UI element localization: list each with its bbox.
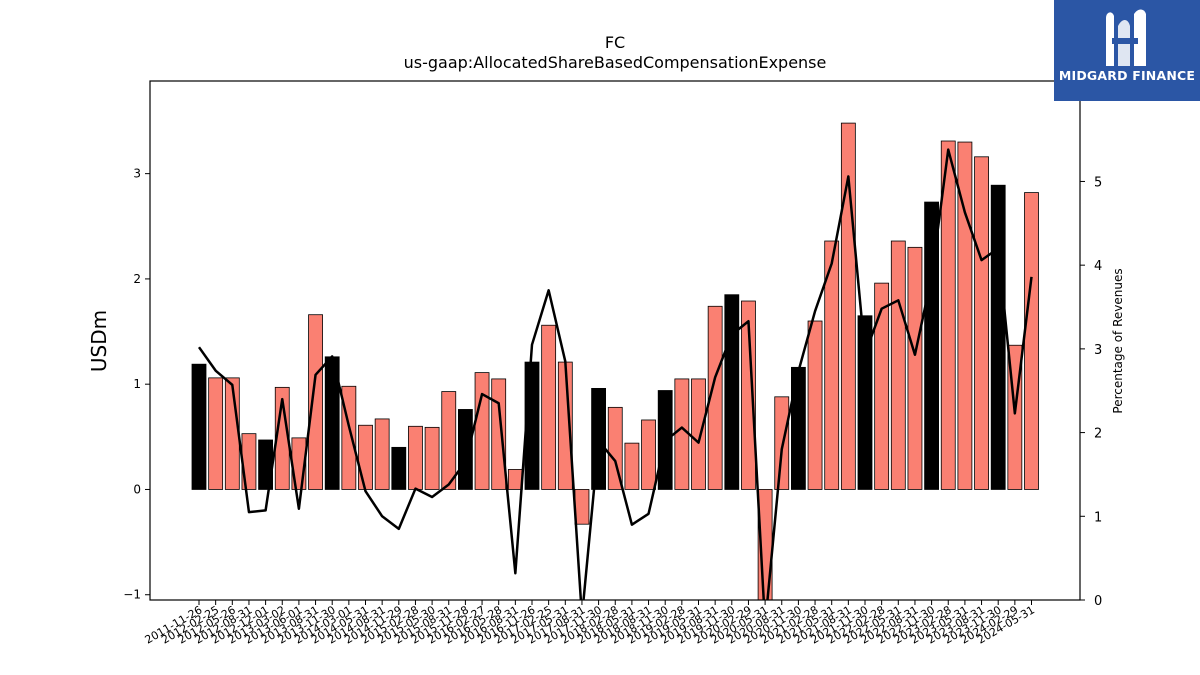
bar-2014-05-31 — [358, 424, 373, 490]
y-tick-label: 2 — [133, 272, 141, 286]
bar-2016-08-31 — [507, 469, 523, 490]
bar-2023-11-30 — [990, 184, 1006, 490]
bar-2022-05-31 — [890, 240, 906, 490]
chart-title: FC — [605, 33, 625, 52]
bar-2017-08-31 — [574, 489, 590, 525]
bar-2019-05-31 — [691, 378, 706, 490]
bar-2012-02-25 — [208, 377, 224, 490]
brand-name: MIDGARD FINANCE — [1058, 68, 1196, 83]
bar-2017-02-25 — [541, 324, 557, 490]
pct-of-revenue-line — [197, 148, 1033, 600]
y-tick-label: −1 — [123, 588, 141, 602]
bar-2021-02-28 — [807, 320, 823, 490]
brand-logo: MIDGARD FINANCE — [1054, 0, 1200, 101]
bar-2023-08-31 — [974, 156, 989, 490]
y2-axis-label: Percentage of Revenues — [1111, 268, 1125, 413]
y2-tick-label: 4 — [1094, 259, 1102, 274]
y-tick-label: 3 — [133, 167, 141, 181]
x-tick-layer: 2011-11-262012-02-252012-05-262012-08-31… — [143, 600, 1037, 647]
bar-2014-11-29 — [391, 446, 407, 490]
bar-2019-11-30 — [724, 294, 740, 490]
bar-2022-02-28 — [874, 282, 890, 490]
plot-frame — [149, 80, 1081, 601]
bar-2015-08-31 — [441, 391, 457, 490]
pct-line-layer — [197, 148, 1033, 600]
bar-2023-02-28 — [940, 140, 956, 490]
y2-tick-label: 1 — [1094, 510, 1102, 525]
bar-2015-05-30 — [424, 426, 440, 490]
bar-2022-08-31 — [907, 246, 923, 490]
bar-2016-05-28 — [491, 378, 507, 490]
y2-tick-label: 3 — [1094, 343, 1102, 358]
midgard-logo-icon — [1106, 9, 1146, 66]
bar-2021-11-30 — [857, 315, 873, 490]
bar-2011-11-26 — [191, 363, 207, 490]
bar-2016-02-27 — [474, 372, 490, 490]
bar-2024-05-31 — [1024, 192, 1039, 490]
bar-2021-05-31 — [824, 240, 840, 490]
bar-2018-05-31 — [624, 442, 640, 490]
bar-2018-08-31 — [641, 419, 656, 490]
y2-tick-label: 5 — [1094, 175, 1102, 190]
bar-2020-11-30 — [791, 366, 806, 490]
y2-tick-label: 2 — [1094, 427, 1102, 442]
bar-2023-05-31 — [957, 141, 973, 490]
y-tick-label: 1 — [133, 377, 141, 391]
bar-2018-02-28 — [607, 406, 623, 490]
bar-2014-08-31 — [374, 418, 390, 490]
y2-tick-label: 0 — [1094, 594, 1102, 609]
bar-2013-08-31 — [308, 314, 323, 490]
bars-layer — [191, 122, 1039, 600]
bar-2015-02-28 — [408, 425, 423, 490]
y-axis-label: USDm — [87, 310, 111, 372]
bar-2017-11-30 — [591, 387, 606, 490]
bar-2020-02-29 — [741, 300, 756, 490]
y-tick-label: 0 — [133, 482, 141, 496]
bar-2012-05-26 — [224, 377, 240, 490]
chart-subtitle: us-gaap:AllocatedShareBasedCompensationE… — [404, 53, 827, 72]
bar-2022-11-30 — [924, 201, 939, 490]
bar-2019-02-28 — [674, 378, 690, 490]
bar-2015-11-28 — [457, 409, 473, 490]
bar-2020-08-31 — [774, 396, 790, 490]
bar-2019-08-31 — [707, 305, 723, 490]
